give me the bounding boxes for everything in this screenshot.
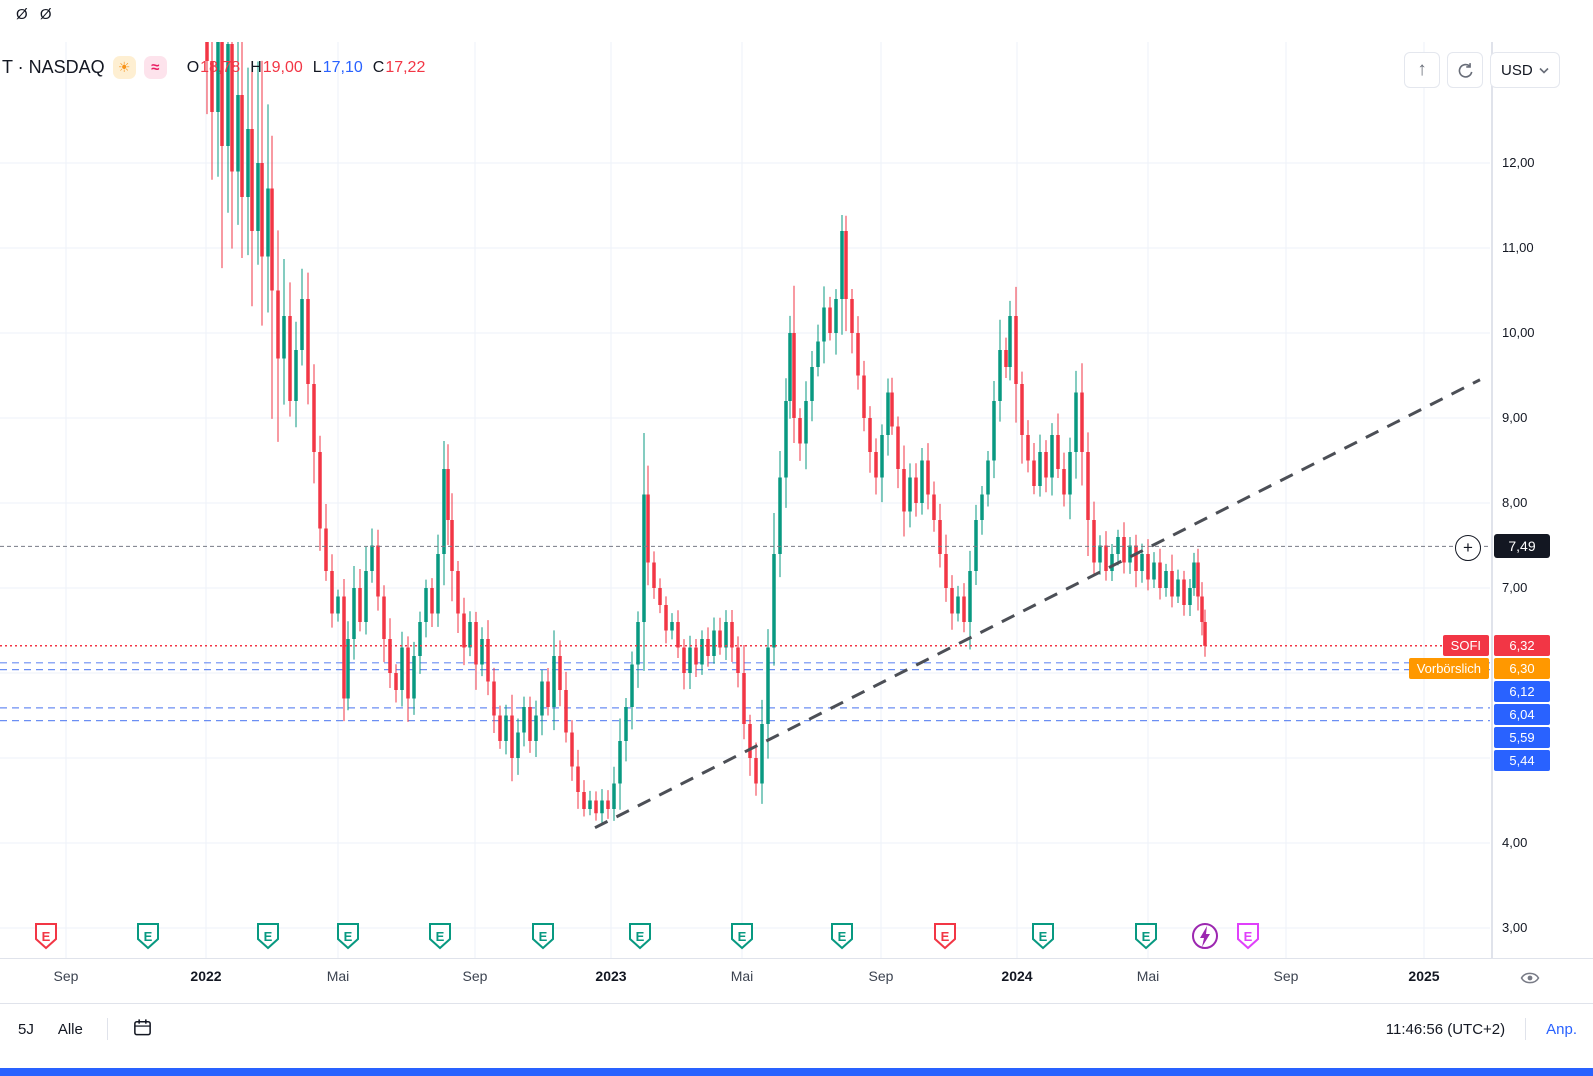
time-controls: 11:46:56 (UTC+2) Anp. — [1386, 1014, 1577, 1044]
svg-text:E: E — [1142, 929, 1151, 944]
earnings-icon[interactable] — [731, 923, 753, 950]
range-5y-button[interactable]: 5J — [18, 1020, 34, 1038]
earnings-icon[interactable] — [1032, 923, 1054, 950]
indicator-symbols: Ø Ø — [16, 6, 52, 23]
time-label-month: Mai — [1136, 968, 1160, 984]
divider — [1525, 1018, 1527, 1040]
approx-data-icon[interactable]: ≈ — [143, 56, 167, 79]
symbol-title[interactable]: T · NASDAQ — [2, 57, 105, 77]
time-label-year: 2022 — [190, 968, 222, 984]
time-label-month: Sep — [1273, 968, 1299, 984]
svg-text:E: E — [1039, 929, 1048, 944]
level-price-badge[interactable]: 6,04 — [1494, 704, 1550, 726]
add-alert-button[interactable]: + — [1455, 535, 1481, 561]
earnings-icon[interactable] — [137, 923, 159, 950]
time-label-month: Sep — [53, 968, 79, 984]
time-axis[interactable]: Sep 2022 Mai Sep 2023 Mai Sep 2024 Mai Sep 2025 — [0, 958, 1593, 1003]
price-axis[interactable] — [1492, 42, 1593, 958]
time-label-year: 2024 — [1001, 968, 1033, 984]
reset-chart-button[interactable] — [1447, 52, 1483, 88]
svg-text:E: E — [436, 929, 445, 944]
svg-text:E: E — [738, 929, 747, 944]
candles-layer[interactable] — [205, 0, 1207, 825]
approx-glyph: ≈ — [151, 59, 160, 76]
earnings-icon[interactable] — [532, 923, 554, 950]
level-price-badge[interactable]: 6,12 — [1494, 681, 1550, 703]
ohlc-o: O 18,78 — [186, 58, 241, 76]
earnings-icon[interactable] — [337, 923, 359, 950]
adjust-button[interactable]: Anp. — [1546, 1020, 1577, 1038]
svg-text:E: E — [144, 929, 153, 944]
price-tick: 11,00 — [1502, 240, 1534, 255]
time-label-month: Sep — [462, 968, 488, 984]
sun-glyph: ☀ — [117, 59, 131, 75]
earnings-icon[interactable] — [1135, 923, 1157, 950]
price-tick: 9,00 — [1502, 410, 1528, 425]
price-tick: 10,00 — [1502, 325, 1535, 340]
premarket-price-badge[interactable]: 6,30 — [1494, 658, 1550, 680]
range-controls: 5J Alle — [18, 1014, 153, 1044]
ohlc-values: O 18,78 H 19,00 L 17,10 C 17,22 — [187, 59, 426, 77]
bottom-toolbar: 5J Alle 11:46:56 (UTC+2) Anp. — [0, 1003, 1593, 1068]
window-edge-strip — [0, 1068, 1593, 1076]
time-label-year: 2023 — [595, 968, 627, 984]
crosshair-price-badge[interactable]: 7,49 — [1494, 534, 1550, 559]
svg-text:E: E — [42, 929, 51, 944]
svg-text:E: E — [264, 929, 273, 944]
divider — [106, 1018, 108, 1040]
chevron-down-icon — [1539, 67, 1549, 74]
svg-text:E: E — [636, 929, 645, 944]
reset-chart-icon — [1458, 62, 1472, 78]
header-toolbar: ↑ USD — [1404, 52, 1560, 88]
price-tick: 8,00 — [1502, 495, 1528, 510]
earnings-icon[interactable] — [934, 923, 956, 950]
premarket-tag-chip[interactable]: Vorbörslich — [1408, 658, 1489, 680]
go-to-date-button[interactable] — [132, 1017, 153, 1042]
scale-visibility-button[interactable] — [1519, 967, 1541, 989]
level-price-badge[interactable]: 5,59 — [1494, 727, 1550, 749]
clock-time[interactable]: 11:46:56 (UTC+2) — [1385, 1020, 1506, 1038]
ohlc-l: L 17,10 — [312, 58, 363, 76]
svg-text:E: E — [539, 929, 548, 944]
level-price-badge[interactable]: 5,44 — [1494, 750, 1550, 772]
ohlc-c: C 17,22 — [372, 58, 426, 76]
time-label-month: Mai — [730, 968, 754, 984]
earnings-icon[interactable] — [629, 923, 651, 950]
ohlc-h: H 19,00 — [250, 58, 303, 76]
up-arrow-icon: ↑ — [1417, 59, 1427, 80]
svg-text:E: E — [1244, 929, 1253, 944]
range-all-button[interactable]: Alle — [57, 1020, 83, 1038]
calendar-icon — [133, 1018, 151, 1035]
earnings-icon[interactable] — [257, 923, 279, 950]
earnings-icon[interactable] — [429, 923, 451, 950]
currency-dropdown[interactable]: USD — [1490, 52, 1560, 88]
price-tick: 7,00 — [1502, 580, 1528, 595]
time-label-month: Sep — [868, 968, 894, 984]
last-price-badge[interactable]: 6,32 — [1494, 635, 1550, 657]
svg-text:E: E — [344, 929, 353, 944]
currency-label: USD — [1501, 61, 1533, 79]
premarket-sun-icon[interactable]: ☀ — [112, 56, 136, 79]
earnings-icon[interactable] — [1237, 923, 1259, 950]
svg-text:E: E — [941, 929, 950, 944]
price-tick: 12,00 — [1502, 155, 1535, 170]
trendline[interactable] — [594, 378, 1481, 830]
earnings-icon[interactable] — [831, 923, 853, 950]
symbol-tag-chip[interactable]: SOFI — [1442, 635, 1489, 657]
chart-header: T · NASDAQ ☀ ≈ O 18,78 H 19,00 L 17,10 C 17,22 — [2, 56, 425, 79]
price-tick: 3,00 — [1502, 920, 1528, 935]
scroll-up-button[interactable]: ↑ — [1404, 52, 1440, 88]
svg-text:E: E — [838, 929, 847, 944]
time-label-month: Mai — [326, 968, 350, 984]
price-tick: 4,00 — [1502, 835, 1528, 850]
earnings-icon[interactable] — [35, 923, 57, 950]
eye-icon — [1520, 972, 1540, 984]
time-label-year: 2025 — [1408, 968, 1440, 984]
